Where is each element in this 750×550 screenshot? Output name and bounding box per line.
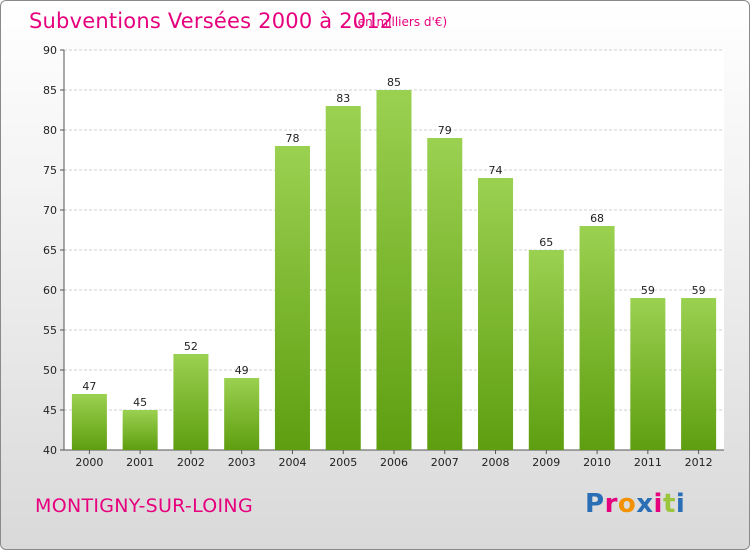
x-tick-label: 2010 — [583, 456, 611, 469]
data-label-2004: 78 — [285, 132, 299, 145]
y-tick-label: 65 — [43, 244, 57, 257]
x-tick-label: 2007 — [431, 456, 459, 469]
logo-letter: i — [675, 489, 686, 519]
y-tick-label: 85 — [43, 84, 57, 97]
y-tick-label: 40 — [43, 444, 57, 457]
bar-2006 — [376, 90, 412, 450]
bar-2011 — [630, 298, 666, 450]
data-label-2012: 59 — [692, 284, 706, 297]
bar-2012 — [681, 298, 717, 450]
bar-2003 — [224, 378, 260, 450]
bar-2007 — [427, 138, 463, 450]
logo-letter: o — [617, 489, 637, 519]
bar-2004 — [274, 146, 310, 450]
labels: 47 2000 45 2001 52 2002 49 2003 78 2004 83 2005 85 20… — [75, 76, 712, 469]
data-label-2003: 49 — [235, 364, 249, 377]
y-tick-label: 45 — [43, 404, 57, 417]
bar-2010 — [579, 226, 615, 450]
data-label-2002: 52 — [184, 340, 198, 353]
y-tick-label: 80 — [43, 124, 57, 137]
x-tick-label: 2008 — [482, 456, 510, 469]
logo-letter: x — [636, 489, 654, 519]
bar-2002 — [173, 354, 209, 450]
bar-2001 — [122, 410, 158, 450]
data-label-2008: 74 — [489, 164, 503, 177]
x-tick-label: 2012 — [685, 456, 713, 469]
x-tick-label: 2005 — [329, 456, 357, 469]
data-label-2010: 68 — [590, 212, 604, 225]
bar-2000 — [71, 394, 107, 450]
proxiti-logo: Proxiti — [585, 489, 685, 519]
logo-letter: r — [604, 489, 618, 519]
bar-2005 — [325, 106, 361, 450]
data-label-2001: 45 — [133, 396, 147, 409]
logo-letter: i — [653, 489, 663, 519]
y-tick-label: 50 — [43, 364, 57, 377]
data-label-2011: 59 — [641, 284, 655, 297]
data-label-2007: 79 — [438, 124, 452, 137]
x-tick-label: 2000 — [75, 456, 103, 469]
chart-title: Subventions Versées 2000 à 2012 — [29, 9, 394, 33]
bars — [71, 90, 717, 450]
y-tick-label: 90 — [43, 44, 57, 57]
y-tick-label: 75 — [43, 164, 57, 177]
x-tick-label: 2009 — [532, 456, 560, 469]
x-tick-label: 2001 — [126, 456, 154, 469]
data-label-2000: 47 — [82, 380, 96, 393]
x-tick-label: 2011 — [634, 456, 662, 469]
logo-letter: t — [662, 489, 676, 519]
city-name: MONTIGNY-SUR-LOING — [35, 495, 253, 517]
y-tick-label: 55 — [43, 324, 57, 337]
data-label-2005: 83 — [336, 92, 350, 105]
x-tick-label: 2003 — [228, 456, 256, 469]
bar-2008 — [478, 178, 514, 450]
bar-2009 — [528, 250, 564, 450]
data-label-2006: 85 — [387, 76, 401, 89]
y-tick-label: 60 — [43, 284, 57, 297]
y-tick-label: 70 — [43, 204, 57, 217]
logo-letter: P — [585, 489, 605, 519]
data-label-2009: 65 — [539, 236, 553, 249]
x-tick-label: 2006 — [380, 456, 408, 469]
x-tick-label: 2004 — [278, 456, 306, 469]
x-tick-label: 2002 — [177, 456, 205, 469]
chart-subtitle: (en milliers d'€) — [353, 15, 448, 29]
